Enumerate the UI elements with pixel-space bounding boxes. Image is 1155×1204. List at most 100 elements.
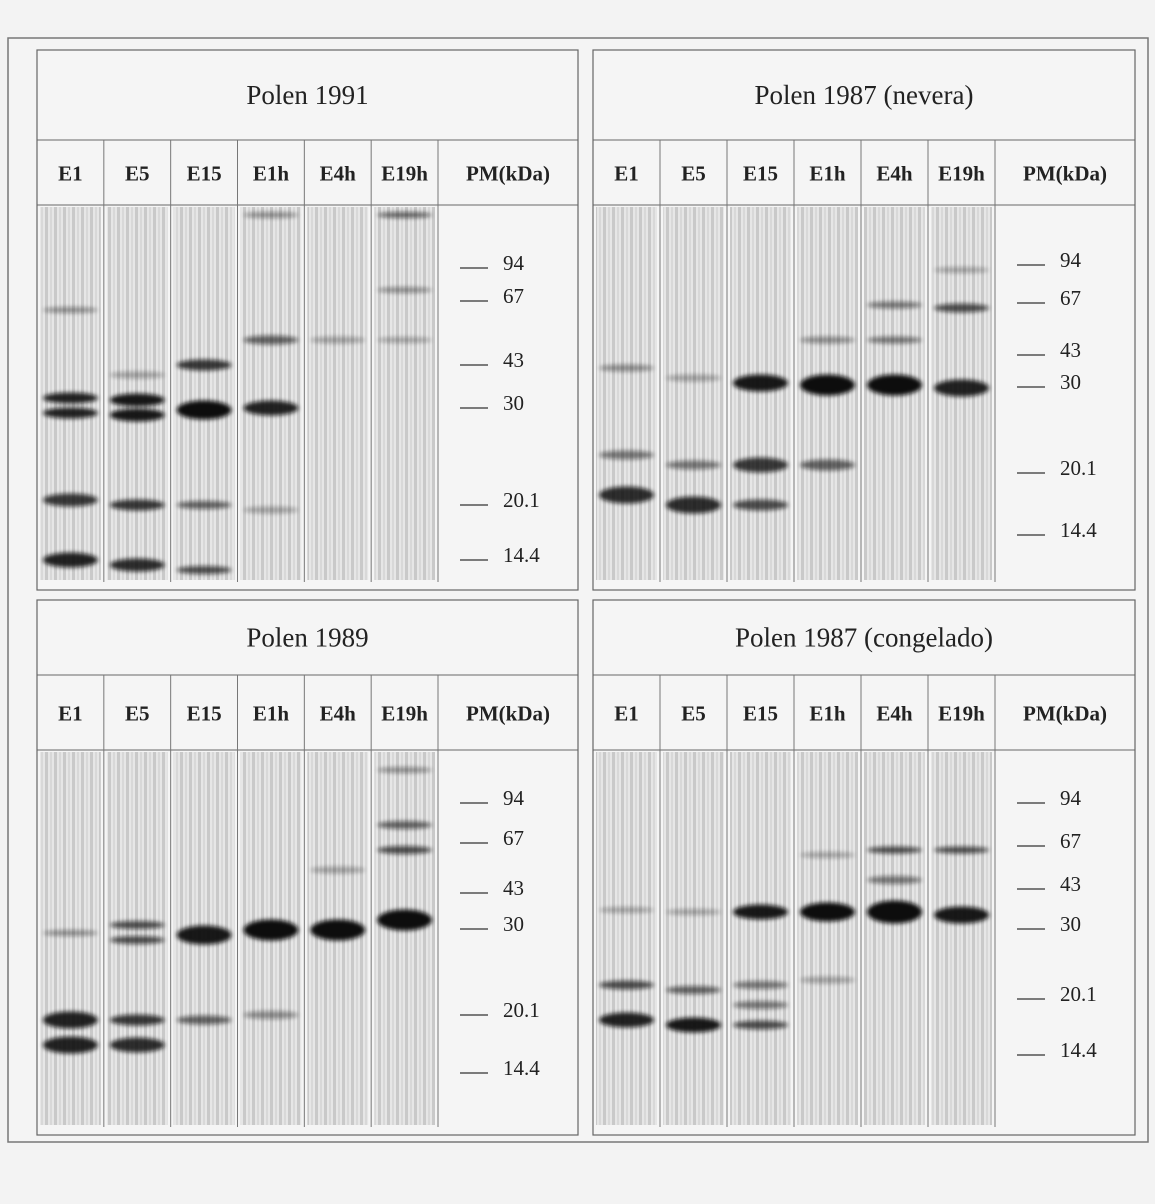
gel-lane (40, 752, 101, 1125)
marker-header: PM(kDa) (466, 162, 550, 186)
protein-band (243, 400, 299, 416)
protein-band (800, 852, 855, 858)
marker-label: 67 (503, 826, 524, 850)
protein-band (867, 336, 922, 344)
protein-band (599, 1012, 654, 1028)
marker-label: 20.1 (1060, 982, 1097, 1006)
panel-title: Polen 1989 (246, 623, 368, 653)
protein-band (733, 904, 788, 920)
lane-label: E1 (58, 162, 83, 186)
marker-label: 94 (503, 251, 525, 275)
marker-header: PM(kDa) (466, 702, 550, 726)
protein-band (377, 767, 433, 773)
marker-label: 30 (503, 391, 524, 415)
marker-header: PM(kDa) (1023, 702, 1107, 726)
protein-band (666, 460, 721, 470)
gel-lane (931, 752, 992, 1125)
protein-band (666, 909, 721, 915)
lane-label: E1h (253, 162, 290, 186)
protein-band (800, 459, 855, 471)
marker-label: 67 (1060, 829, 1081, 853)
panel-title: Polen 1987 (congelado) (735, 623, 993, 653)
gel-panel: Polen 1987 (nevera) E1 E5 E15 E1h E4h E19h PM(k… (592, 49, 1136, 591)
marker-label: 20.1 (1060, 456, 1097, 480)
marker-label: 94 (1060, 786, 1082, 810)
protein-band (377, 212, 433, 218)
protein-band (599, 980, 654, 990)
marker-label: 94 (503, 786, 525, 810)
gel-panel: Polen 1987 (congelado) E1 E5 E15 E1h E4h E19h P… (592, 599, 1136, 1136)
protein-band (377, 337, 433, 343)
protein-band (867, 846, 922, 854)
marker-label: 43 (1060, 872, 1081, 896)
protein-band (243, 919, 299, 941)
lane-label: E15 (187, 162, 222, 186)
marker-label: 30 (503, 912, 524, 936)
protein-band (377, 846, 433, 854)
lane-label: E5 (681, 162, 706, 186)
protein-band (43, 307, 98, 313)
marker-label: 43 (1060, 338, 1081, 362)
gel-lane (240, 207, 302, 580)
gel-lane (663, 752, 724, 1125)
protein-band (733, 499, 788, 511)
protein-band (243, 506, 299, 514)
lane-label: E5 (681, 702, 706, 726)
protein-band (176, 501, 232, 509)
protein-band (43, 1036, 98, 1054)
protein-band (310, 866, 366, 874)
protein-band (243, 335, 299, 345)
protein-band (666, 986, 721, 994)
gel-lane (374, 207, 435, 580)
protein-band (934, 379, 989, 397)
gel-lane (307, 207, 369, 580)
marker-label: 94 (1060, 248, 1082, 272)
gel-panel: Polen 1989 E1 E5 E15 E1h E4h E19h PM(kDa) 94 67 43… (36, 599, 579, 1136)
lane-label: E4h (320, 702, 357, 726)
protein-band (243, 1011, 299, 1019)
protein-band (109, 408, 165, 422)
lane-label: E1h (809, 702, 846, 726)
gel-lane (663, 207, 724, 580)
protein-band (43, 930, 98, 936)
lane-label: E19h (938, 162, 985, 186)
protein-band (666, 496, 721, 514)
protein-band (377, 287, 433, 293)
marker-label: 43 (503, 876, 524, 900)
protein-band (109, 371, 165, 379)
protein-band (176, 925, 232, 945)
protein-band (666, 374, 721, 382)
protein-band (109, 921, 165, 929)
protein-band (109, 393, 165, 407)
protein-band (377, 821, 433, 829)
protein-band (176, 400, 232, 420)
lane-label: E15 (187, 702, 222, 726)
gel-lane (596, 752, 657, 1125)
lane-label: E1h (253, 702, 290, 726)
protein-band (800, 374, 855, 396)
lane-label: E5 (125, 702, 150, 726)
panel-title: Polen 1991 (246, 80, 368, 110)
protein-band (733, 1020, 788, 1030)
lane-label: E4h (876, 162, 913, 186)
marker-label: 14.4 (503, 1056, 540, 1080)
gel-lane (173, 207, 235, 580)
protein-band (176, 359, 232, 371)
protein-band (599, 486, 654, 504)
lane-label: E4h (320, 162, 357, 186)
lane-label: E19h (381, 162, 428, 186)
protein-band (800, 902, 855, 922)
protein-band (800, 976, 855, 984)
gel-lane (864, 752, 925, 1125)
protein-band (934, 303, 989, 313)
protein-band (934, 906, 989, 924)
marker-label: 67 (503, 284, 524, 308)
marker-label: 30 (1060, 370, 1081, 394)
protein-band (733, 981, 788, 989)
protein-band (43, 407, 98, 419)
protein-band (243, 212, 299, 218)
lane-label: E4h (876, 702, 913, 726)
panel-title: Polen 1987 (nevera) (755, 80, 974, 110)
lane-label: E1 (614, 162, 639, 186)
protein-band (43, 1011, 98, 1029)
